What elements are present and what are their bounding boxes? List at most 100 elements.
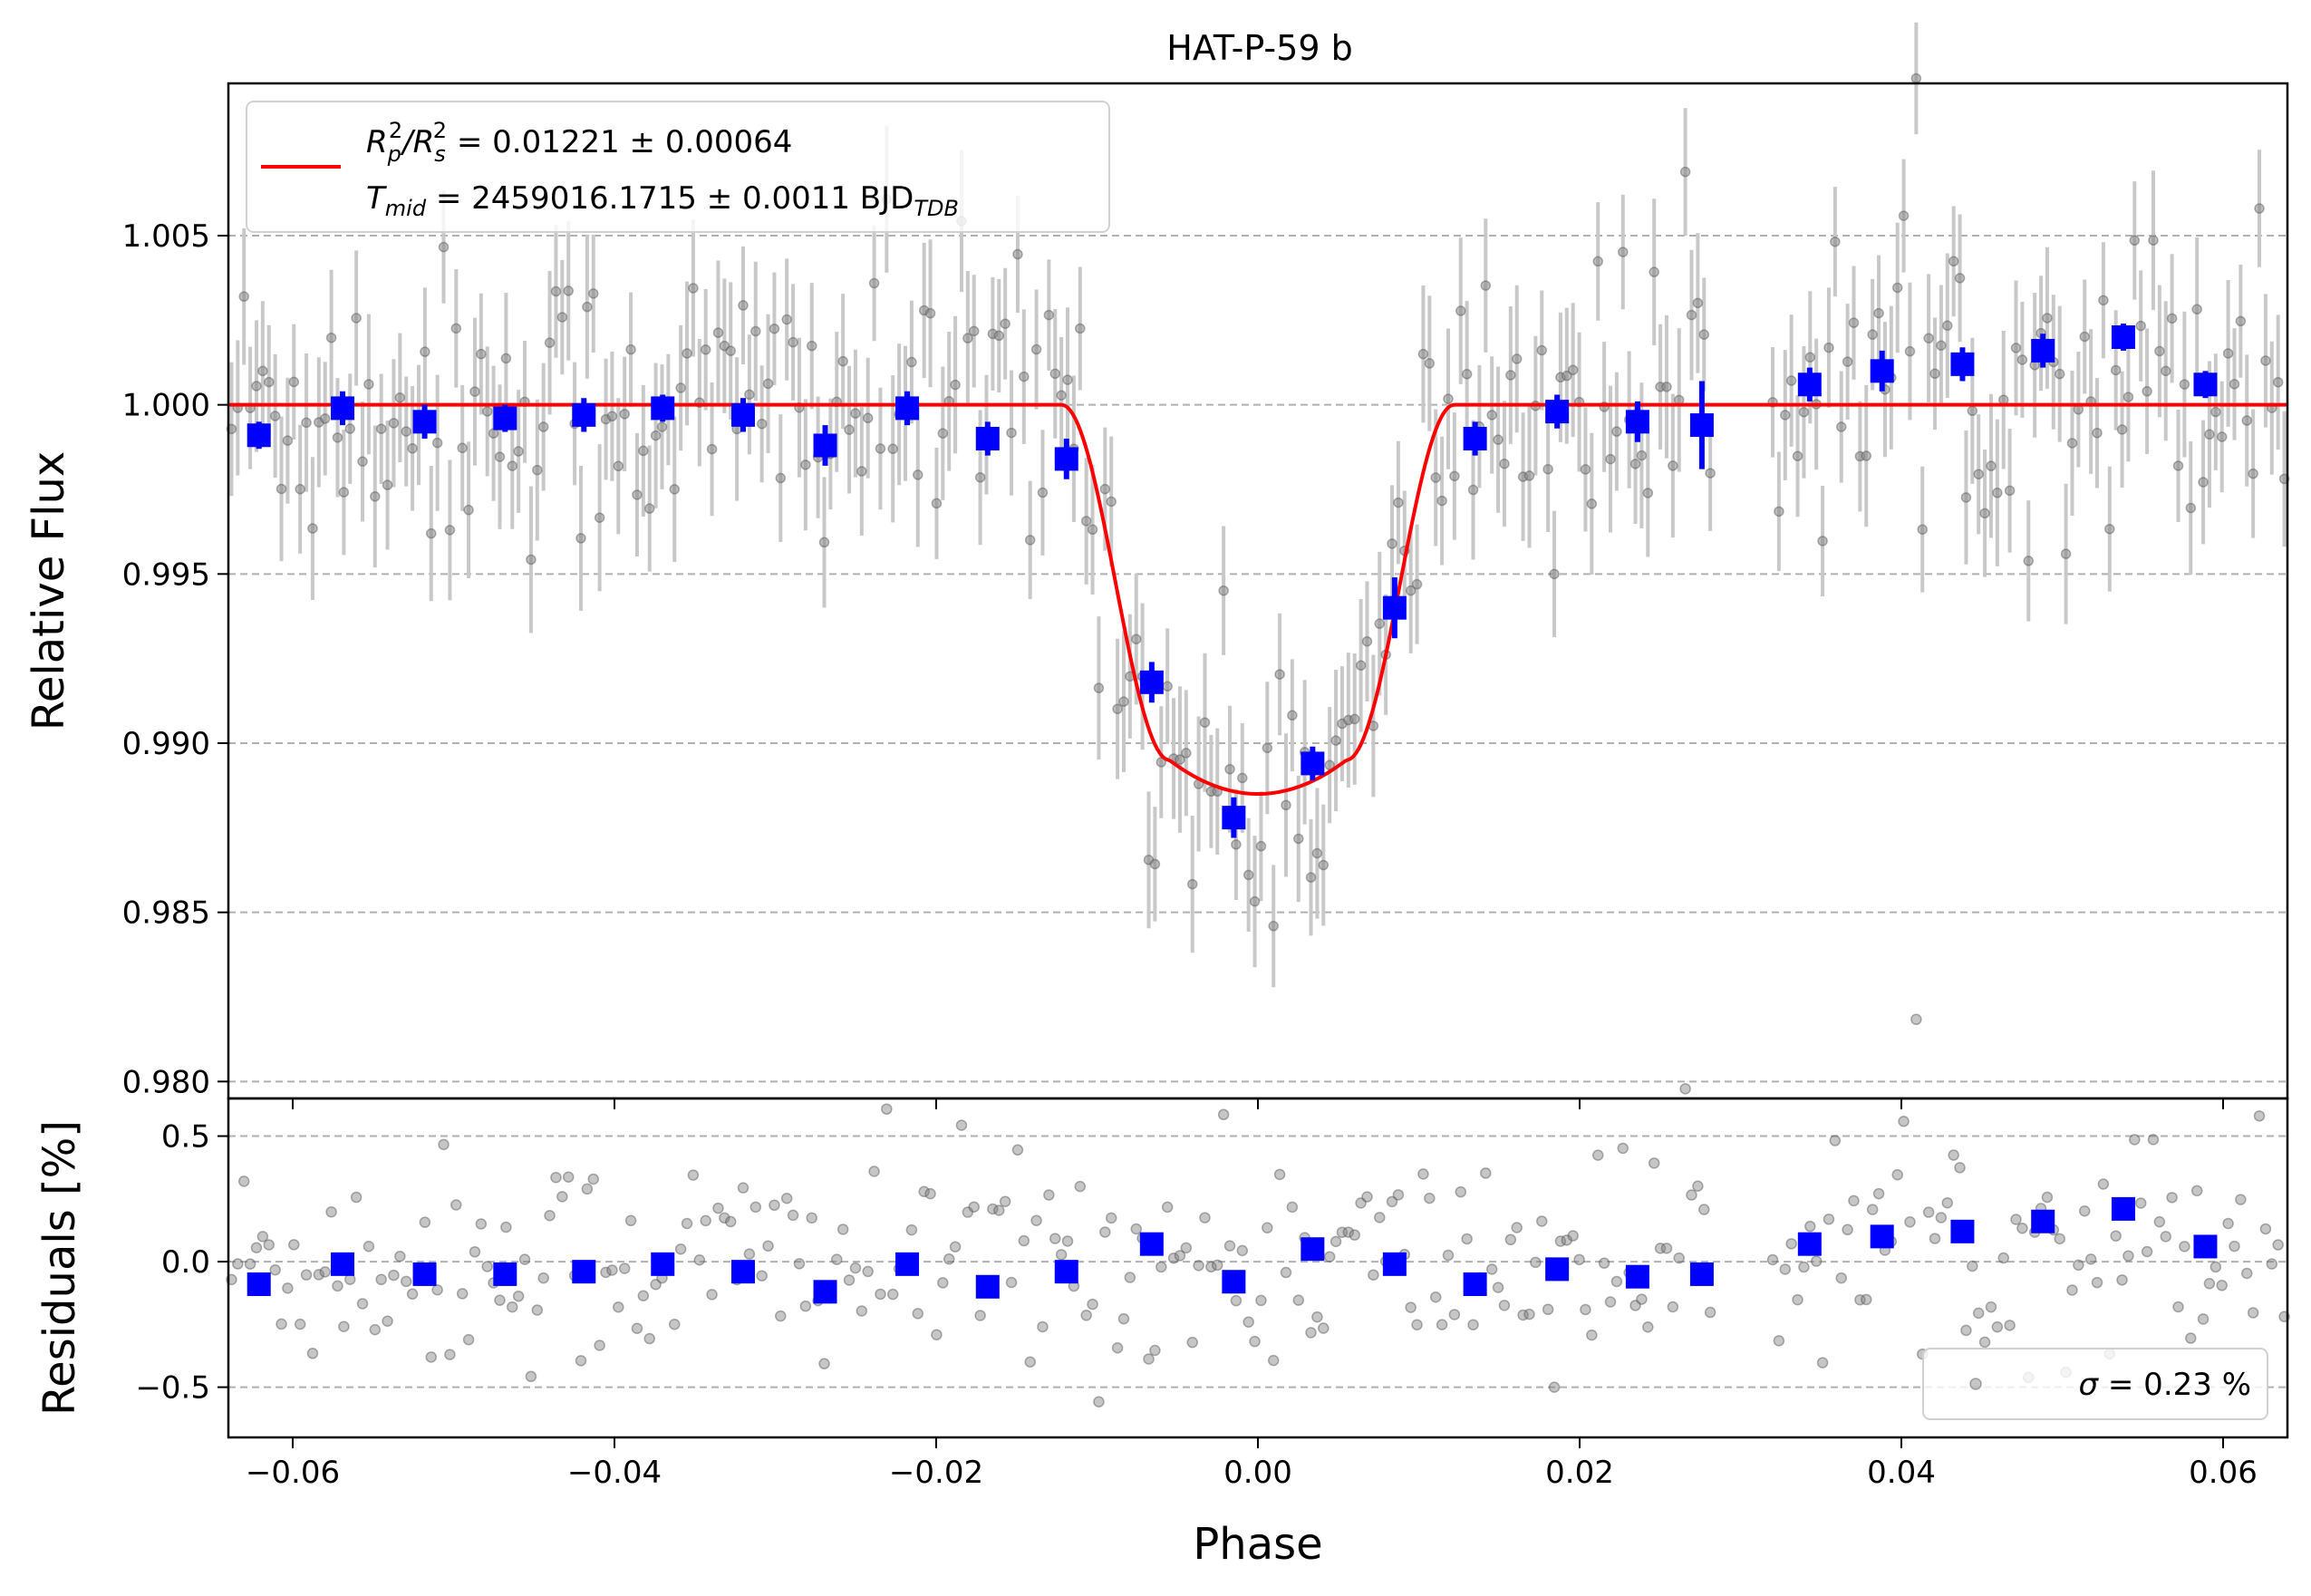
raw-residual-point (1429, 1291, 1442, 1303)
raw-residual-point (881, 1103, 893, 1115)
raw-point (924, 307, 936, 319)
raw-point (257, 365, 268, 377)
raw-residual-point (856, 1305, 868, 1317)
raw-point (638, 445, 649, 457)
raw-point (2142, 386, 2152, 397)
raw-residual-point (512, 1290, 525, 1302)
raw-residual-point (1673, 1252, 1685, 1264)
raw-point (1692, 297, 1704, 309)
raw-residual-point (769, 1199, 780, 1212)
binned-residual-point (2193, 1234, 2218, 1259)
raw-residual-point (1143, 1353, 1155, 1365)
raw-point (420, 346, 430, 357)
raw-residual-point (1318, 1322, 1330, 1334)
raw-point (756, 418, 768, 430)
raw-point (1424, 358, 1436, 369)
x-tick-label: −0.04 (567, 1455, 662, 1491)
raw-residual-point (1667, 1301, 1679, 1313)
raw-residual-point (550, 1171, 562, 1184)
transit-y-tick-label: 0.990 (122, 726, 210, 762)
raw-point (1006, 427, 1017, 439)
raw-point (1686, 309, 1697, 321)
raw-residual-point (2166, 1192, 2178, 1204)
raw-point (669, 484, 681, 495)
raw-point (295, 483, 305, 495)
raw-point (1181, 748, 1192, 759)
binned-point (1054, 447, 1078, 471)
raw-residual-point (276, 1318, 287, 1330)
raw-point (2204, 429, 2215, 440)
raw-point (2122, 392, 2134, 402)
raw-point (2222, 348, 2234, 359)
raw-point (1668, 460, 1678, 471)
raw-point (1087, 524, 1098, 536)
raw-point (844, 424, 855, 435)
raw-residual-point (1273, 1168, 1286, 1181)
raw-residual-point (406, 1288, 419, 1301)
raw-residual-point (1386, 1195, 1398, 1208)
raw-residual-point (1323, 1251, 1336, 1262)
binned-residual-point (813, 1280, 837, 1304)
raw-residual-point (1174, 1250, 1186, 1262)
raw-residual-point (462, 1333, 475, 1346)
raw-point (1075, 323, 1086, 334)
raw-point (319, 413, 331, 424)
x-tick-label: −0.06 (246, 1455, 340, 1491)
raw-point (1467, 484, 1479, 496)
binned-point (2111, 325, 2135, 349)
raw-point (1311, 847, 1323, 859)
raw-residual-point (687, 1169, 700, 1181)
raw-residual-point (1604, 1296, 1617, 1308)
raw-residual-point (1305, 1327, 1317, 1339)
raw-point (1287, 710, 1298, 721)
raw-residual-point (775, 1310, 787, 1322)
raw-point (1929, 368, 1940, 380)
raw-residual-point (1349, 1229, 1360, 1241)
raw-residual-point (1055, 1249, 1068, 1261)
raw-point (1611, 426, 1622, 437)
legend-sigma-text: σ = 0.23 % (2079, 1367, 2251, 1403)
raw-point (2260, 355, 2271, 366)
raw-residual-point (438, 1138, 450, 1151)
raw-residual-point (587, 1173, 600, 1185)
raw-point (2054, 368, 2065, 380)
raw-point (2185, 502, 2197, 514)
raw-residual-point (756, 1270, 768, 1282)
raw-point (1093, 682, 1105, 693)
raw-residual-point (1829, 1135, 1842, 1146)
raw-residual-point (1910, 1013, 1922, 1026)
raw-residual-point (1985, 1301, 1997, 1313)
raw-residual-point (1954, 1162, 1966, 1174)
raw-point (700, 344, 711, 355)
raw-point (550, 285, 562, 297)
binned-residual-point (1689, 1262, 1714, 1286)
raw-residual-point (1130, 1223, 1142, 1235)
raw-residual-point (1872, 1187, 1885, 1200)
raw-residual-point (1117, 1312, 1130, 1325)
raw-residual-point (1355, 1197, 1367, 1209)
raw-residual-point (518, 1253, 531, 1265)
raw-residual-point (2066, 1284, 2078, 1296)
x-tick-label: 0.04 (1867, 1455, 1936, 1491)
raw-residual-point (263, 1239, 276, 1251)
raw-residual-point (1030, 1214, 1042, 1226)
raw-point (1979, 508, 1990, 519)
x-tick-label: 0.02 (1545, 1455, 1614, 1491)
raw-point (282, 435, 294, 446)
raw-point (868, 277, 880, 289)
raw-point (606, 411, 618, 422)
raw-residual-point (1018, 1234, 1030, 1247)
raw-residual-point (1099, 1226, 1111, 1238)
raw-point (1973, 469, 1984, 479)
raw-point (769, 323, 780, 334)
raw-residual-point (1960, 1324, 1972, 1337)
raw-residual-point (2134, 1197, 2147, 1209)
raw-point (1873, 307, 1884, 319)
raw-point (1436, 495, 1447, 507)
binned-point (1797, 372, 1822, 397)
raw-residual-point (2197, 1313, 2209, 1325)
raw-residual-point (1848, 1195, 1860, 1207)
raw-residual-point (1704, 1306, 1716, 1319)
raw-residual-point (1941, 1196, 1954, 1209)
raw-residual-point (1773, 1335, 1785, 1347)
